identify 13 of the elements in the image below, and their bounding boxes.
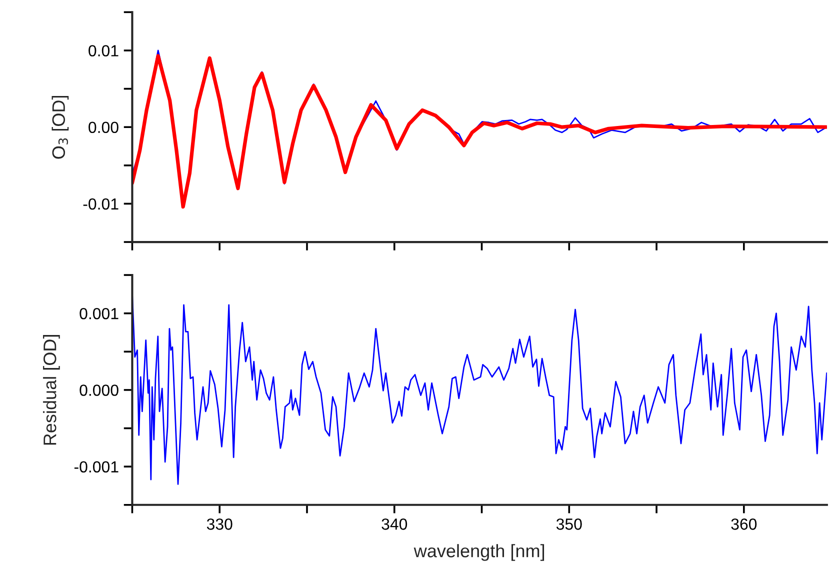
x-tick-label: 340 (382, 518, 408, 530)
y-tick-label: 0.000 (80, 384, 118, 396)
x-tick-label: 360 (731, 518, 757, 530)
y-tick-label: 0.01 (88, 45, 118, 56)
x-tick-label: 330 (206, 518, 232, 530)
x-axis-title: wavelength [nm] (414, 544, 544, 561)
y-tick-label: -0.01 (83, 198, 118, 210)
y-tick-label: -0.001 (74, 461, 118, 473)
y-axis-title: Residual [OD] (43, 335, 60, 445)
x-tick-label: 350 (556, 518, 582, 530)
y-tick-label: 0.001 (80, 308, 118, 320)
y-axis-title: O$_{3}$ [OD] (52, 96, 69, 159)
y-tick-label: 0.00 (88, 122, 118, 134)
